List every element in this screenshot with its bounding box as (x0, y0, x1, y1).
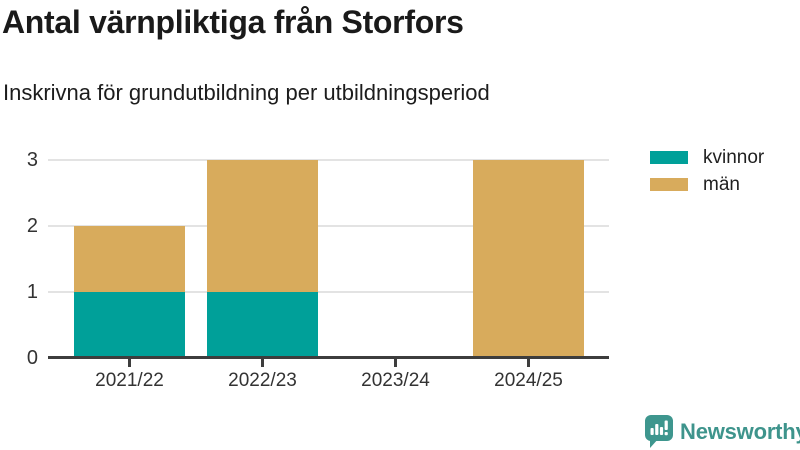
x-axis-label: 2023/24 (361, 370, 430, 391)
grid-line (48, 225, 609, 227)
x-axis-label: 2024/25 (494, 370, 563, 391)
bar-2021/22 (74, 160, 185, 358)
bar-segment-kvinnor (74, 292, 185, 358)
x-axis-tick (128, 359, 131, 367)
legend-label-kvinnor: kvinnor (703, 147, 765, 168)
plot-area (48, 159, 609, 359)
bar-segment-män (207, 160, 318, 292)
legend-row-män: män (650, 174, 764, 195)
newsworthy-logo-icon (645, 415, 673, 448)
chart-title: Antal värnpliktiga från Storfors (2, 4, 464, 40)
y-axis-label: 2 (26, 215, 38, 237)
bar-2023/24 (340, 160, 451, 358)
newsworthy-wordmark: Newsworthy (680, 418, 800, 444)
x-axis-label: 2021/22 (95, 370, 164, 391)
grid-line (48, 159, 609, 161)
legend-label-män: män (703, 174, 740, 195)
y-axis-label: 0 (26, 347, 38, 369)
y-axis-label: 3 (26, 149, 38, 171)
bar-2022/23 (207, 160, 318, 358)
bar-2024/25 (473, 160, 584, 358)
grid-line (48, 291, 609, 293)
bar-segment-män (74, 226, 185, 292)
branding: Newsworthy (645, 415, 800, 448)
legend-swatch-kvinnor (650, 151, 688, 164)
x-axis-label: 2022/23 (228, 370, 297, 391)
x-axis-tick (394, 359, 397, 367)
x-axis-tick (261, 359, 264, 367)
bar-segment-kvinnor (207, 292, 318, 358)
legend-row-kvinnor: kvinnor (650, 147, 765, 168)
bar-segment-män (473, 160, 584, 358)
x-axis-tick (527, 359, 530, 367)
chart-subtitle: Inskrivna för grundutbildning per utbild… (3, 80, 490, 105)
y-axis-label: 1 (26, 281, 38, 303)
legend: kvinnor män (650, 147, 765, 204)
x-axis-line (48, 356, 609, 359)
legend-swatch-män (650, 178, 688, 191)
